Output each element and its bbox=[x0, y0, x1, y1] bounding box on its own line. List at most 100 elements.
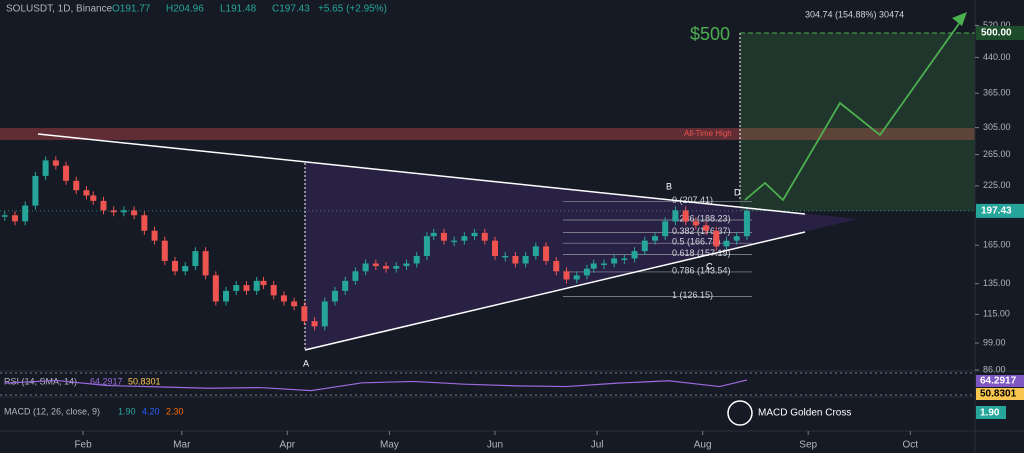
projection-arrow bbox=[744, 17, 964, 202]
candle bbox=[1, 215, 8, 217]
price-badge-label: 500.00 bbox=[981, 28, 1012, 39]
candle bbox=[393, 266, 400, 269]
candle bbox=[42, 160, 49, 176]
fib-label: 0.618 (157.19) bbox=[672, 248, 731, 258]
candle bbox=[171, 260, 178, 272]
low: L191.48 bbox=[220, 4, 257, 15]
candle bbox=[372, 263, 379, 267]
candle bbox=[253, 280, 260, 291]
candle bbox=[461, 236, 468, 241]
trend-line bbox=[304, 231, 806, 351]
candle bbox=[192, 251, 199, 267]
candle bbox=[512, 255, 519, 264]
candle bbox=[733, 236, 740, 241]
y-tick-label: 305.00 bbox=[983, 122, 1011, 132]
fib-label: 1 (126.15) bbox=[672, 290, 713, 300]
candle bbox=[202, 251, 209, 276]
candle bbox=[90, 195, 97, 201]
fib-label: 0.382 (176.37) bbox=[672, 226, 731, 236]
candle bbox=[553, 260, 560, 272]
candle bbox=[543, 246, 550, 261]
macd-value: 4.20 bbox=[142, 406, 160, 416]
trend-line bbox=[37, 133, 806, 215]
rsi-badge bbox=[976, 375, 1024, 387]
candle bbox=[440, 232, 447, 241]
high: H204.96 bbox=[166, 4, 204, 15]
candle bbox=[52, 160, 59, 166]
candle bbox=[590, 263, 597, 269]
y-tick-label: 135.00 bbox=[983, 278, 1011, 288]
x-tick-label: Feb bbox=[74, 440, 92, 451]
rsi-badge-label: 64.2917 bbox=[980, 376, 1017, 387]
point-label: C bbox=[706, 261, 713, 271]
candle bbox=[73, 180, 80, 191]
candle bbox=[723, 240, 730, 247]
candle bbox=[621, 258, 628, 260]
candle bbox=[63, 165, 70, 181]
candle bbox=[672, 210, 679, 222]
y-tick-label: 115.00 bbox=[983, 309, 1010, 319]
candle bbox=[352, 271, 359, 281]
y-tick-label: 165.00 bbox=[983, 240, 1011, 250]
macd-badge bbox=[976, 406, 1006, 419]
candle bbox=[413, 255, 420, 264]
candle bbox=[743, 210, 750, 237]
open: O191.77 bbox=[112, 4, 151, 15]
y-tick-label: 225.00 bbox=[983, 180, 1011, 190]
macd-label: MACD (12, 26, close, 9) bbox=[4, 406, 100, 416]
candle bbox=[22, 205, 29, 222]
y-tick-label: 520.00 bbox=[983, 20, 1011, 30]
candle bbox=[131, 210, 138, 216]
x-tick-label: Oct bbox=[903, 440, 919, 451]
candle bbox=[451, 240, 458, 243]
candle bbox=[713, 230, 720, 247]
rsi-badge-label: 50.8301 bbox=[980, 389, 1017, 400]
rsi-value: 64.2917 bbox=[90, 376, 123, 386]
candle bbox=[430, 232, 437, 237]
arrow-head bbox=[952, 12, 967, 26]
y-tick-label: 365.00 bbox=[983, 88, 1011, 98]
close: C197.43 bbox=[272, 4, 310, 15]
candle bbox=[212, 275, 219, 302]
candle bbox=[611, 258, 618, 264]
candle bbox=[141, 215, 148, 231]
symbol: SOLUSDT, 1D, Binance bbox=[6, 4, 113, 15]
target-zone bbox=[740, 33, 975, 211]
price-badge bbox=[976, 25, 1024, 40]
rsi-badge bbox=[976, 388, 1024, 400]
candle bbox=[182, 266, 189, 272]
candle bbox=[110, 210, 117, 213]
candle bbox=[362, 263, 369, 272]
candle bbox=[651, 236, 658, 241]
candle bbox=[662, 221, 669, 237]
x-tick-label: Jun bbox=[487, 440, 503, 451]
macd-value: 1.90 bbox=[118, 406, 136, 416]
candle bbox=[481, 232, 488, 241]
highlight-circle bbox=[727, 400, 753, 426]
candle bbox=[291, 301, 298, 307]
macd-value: 2.30 bbox=[166, 406, 184, 416]
candle bbox=[641, 240, 648, 252]
candle bbox=[532, 246, 539, 256]
y-tick-label: 265.00 bbox=[983, 149, 1011, 159]
x-tick-label: May bbox=[380, 440, 399, 451]
fib-label: 0.5 (166.78) bbox=[672, 237, 721, 247]
candle bbox=[682, 210, 689, 222]
candle bbox=[423, 236, 430, 256]
candle bbox=[100, 200, 107, 211]
candle bbox=[383, 266, 390, 269]
candle bbox=[243, 285, 250, 291]
candle bbox=[311, 321, 318, 327]
candle bbox=[151, 230, 158, 241]
point-label: A bbox=[303, 358, 309, 368]
fib-label: 0 (207.41) bbox=[672, 195, 713, 205]
candle bbox=[233, 285, 240, 291]
candle bbox=[583, 268, 590, 276]
point-label: D bbox=[734, 187, 741, 197]
ath-band bbox=[0, 128, 975, 140]
point-label: B bbox=[666, 181, 672, 191]
candle bbox=[563, 271, 570, 280]
candle bbox=[301, 306, 308, 322]
